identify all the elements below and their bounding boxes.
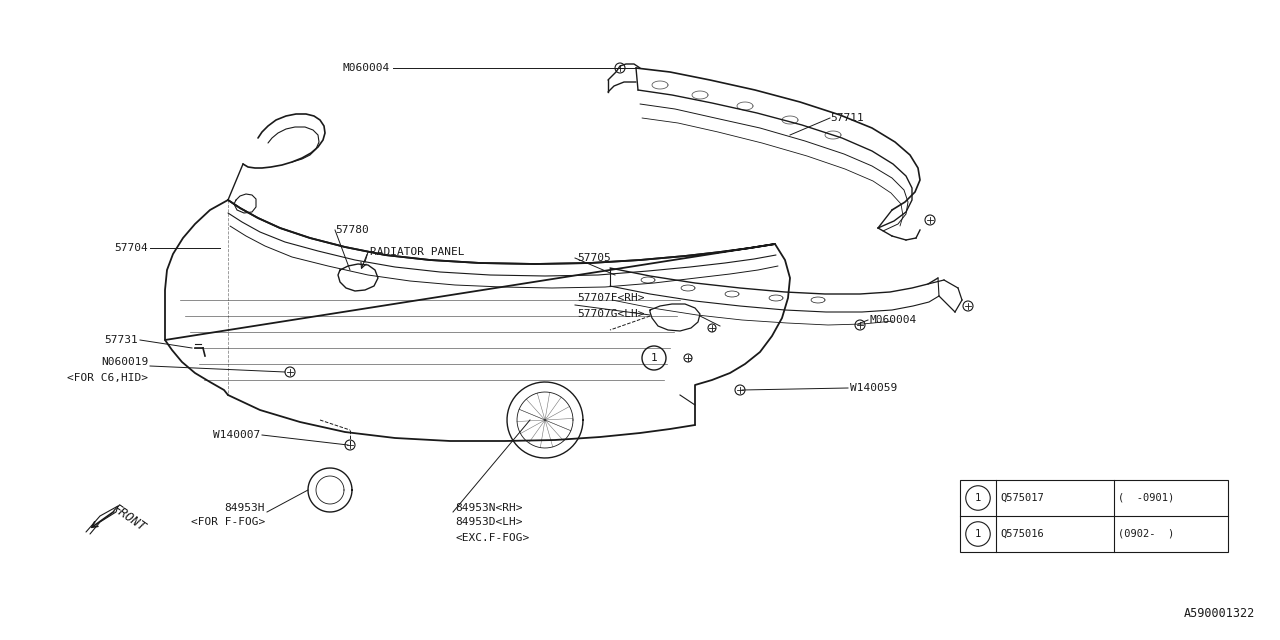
Text: <FOR C6,HID>: <FOR C6,HID> xyxy=(67,373,148,383)
Text: 57704: 57704 xyxy=(114,243,148,253)
Text: 57780: 57780 xyxy=(335,225,369,235)
Text: M060004: M060004 xyxy=(870,315,918,325)
Text: 1: 1 xyxy=(650,353,658,363)
Text: 57707G<LH>: 57707G<LH> xyxy=(577,309,645,319)
Text: 1: 1 xyxy=(975,529,982,539)
Text: 84953N<RH>: 84953N<RH> xyxy=(454,503,522,513)
Text: A590001322: A590001322 xyxy=(1184,607,1254,620)
Text: 57711: 57711 xyxy=(829,113,864,123)
Text: 57707F<RH>: 57707F<RH> xyxy=(577,293,645,303)
Text: <EXC.F-FOG>: <EXC.F-FOG> xyxy=(454,533,529,543)
Text: 1: 1 xyxy=(975,493,982,503)
Text: <FOR F-FOG>: <FOR F-FOG> xyxy=(191,517,265,527)
Text: 57705: 57705 xyxy=(577,253,611,263)
Text: (0902-  ): (0902- ) xyxy=(1117,529,1174,539)
Text: Q575016: Q575016 xyxy=(1000,529,1043,539)
Bar xyxy=(960,480,1228,552)
Text: N060019: N060019 xyxy=(101,357,148,367)
Text: 84953D<LH>: 84953D<LH> xyxy=(454,517,522,527)
Text: 84953H: 84953H xyxy=(224,503,265,513)
Text: FRONT: FRONT xyxy=(110,502,148,534)
Text: (  -0901): ( -0901) xyxy=(1117,493,1174,503)
Text: W140059: W140059 xyxy=(850,383,897,393)
Text: W140007: W140007 xyxy=(212,430,260,440)
Text: 57731: 57731 xyxy=(104,335,138,345)
Text: Q575017: Q575017 xyxy=(1000,493,1043,503)
Text: M060004: M060004 xyxy=(343,63,390,73)
Text: RADIATOR PANEL: RADIATOR PANEL xyxy=(370,247,465,257)
